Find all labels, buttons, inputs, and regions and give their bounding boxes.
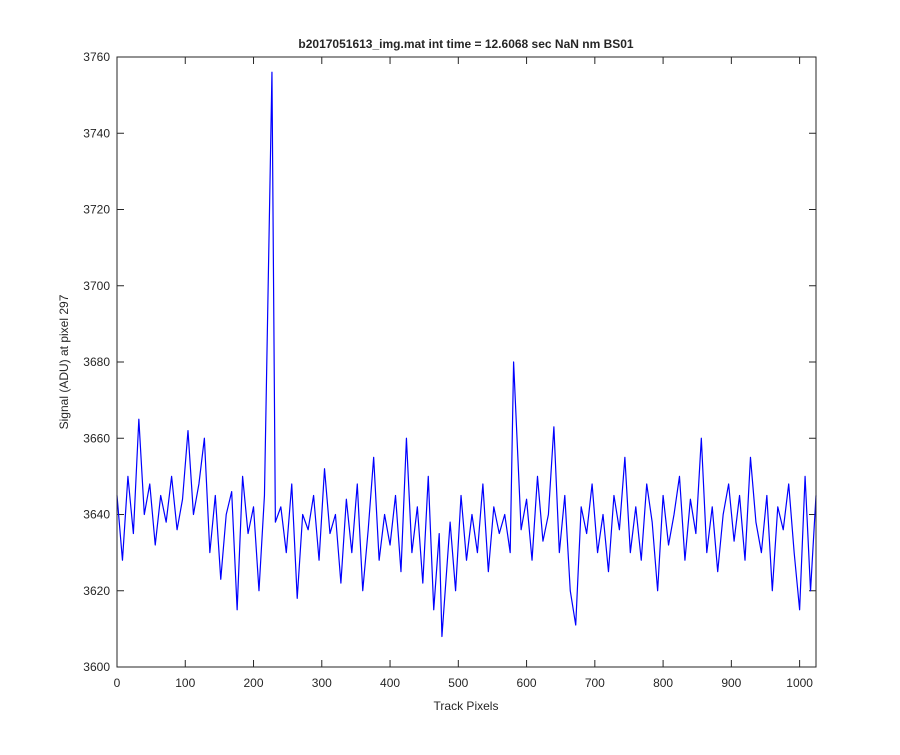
x-tick-label: 600	[517, 676, 537, 690]
y-tick-label: 3680	[83, 355, 110, 369]
x-tick-label: 300	[312, 676, 332, 690]
y-tick-label: 3740	[83, 126, 110, 140]
chart-title: b2017051613_img.mat int time = 12.6068 s…	[298, 37, 634, 51]
y-tick-label: 3620	[83, 584, 110, 598]
x-tick-label: 900	[721, 676, 741, 690]
y-axis-label: Signal (ADU) at pixel 297	[57, 294, 71, 429]
y-tick-label: 3640	[83, 508, 110, 522]
y-tick-label: 3760	[83, 50, 110, 64]
y-tick-label: 3720	[83, 203, 110, 217]
x-tick-label: 500	[448, 676, 468, 690]
x-tick-label: 100	[175, 676, 195, 690]
y-tick-label: 3660	[83, 431, 110, 445]
y-tick-label: 3600	[83, 660, 110, 674]
plot-frame	[116, 56, 817, 668]
x-tick-label: 800	[653, 676, 673, 690]
x-tick-label: 700	[585, 676, 605, 690]
x-axis-label: Track Pixels	[434, 699, 499, 713]
x-tick-label: 400	[380, 676, 400, 690]
x-tick-label: 0	[114, 676, 121, 690]
data-line	[116, 71, 817, 638]
x-tick-label: 1000	[786, 676, 813, 690]
y-tick-label: 3700	[83, 279, 110, 293]
x-tick-label: 200	[244, 676, 264, 690]
